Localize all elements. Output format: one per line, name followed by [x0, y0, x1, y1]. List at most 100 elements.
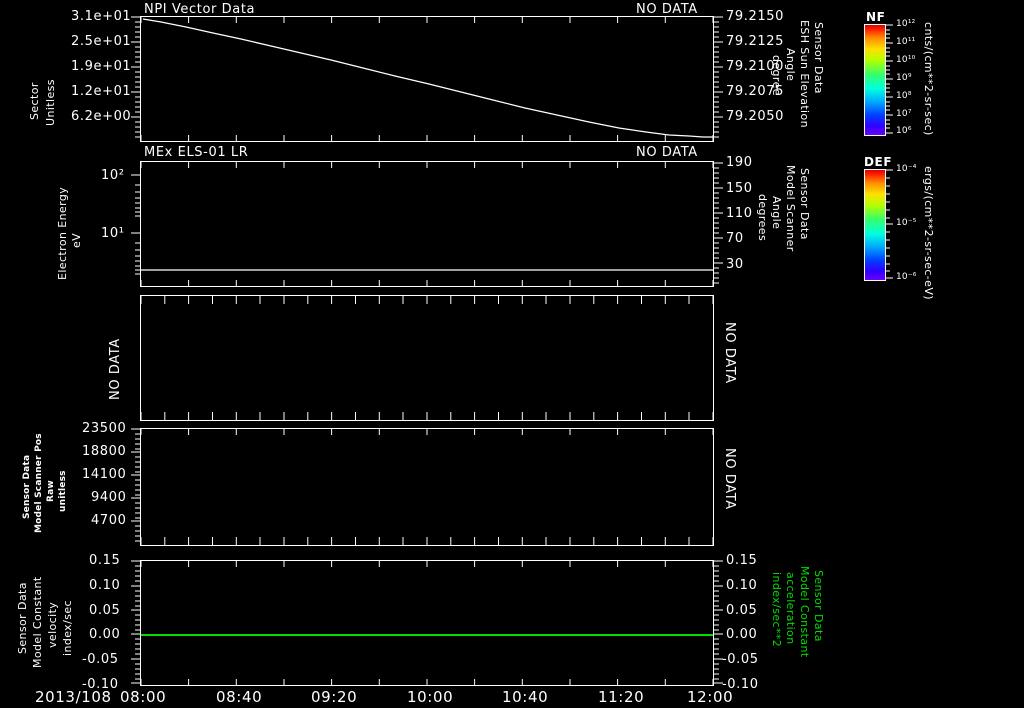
panel-4-plot-area — [140, 429, 714, 545]
panel-5-right-tick-1: 0.10 — [726, 578, 758, 593]
panel-5-left-axis-label-1: Model Constant — [31, 576, 44, 668]
panel-3-right-no-data-label: NO DATA — [722, 322, 737, 384]
panel-2-left-axis-label-1: eV — [70, 232, 83, 248]
panel-4-left-tick-3: 9400 — [91, 490, 127, 505]
panel-2-right-axis-label-1: Model Scanner — [784, 165, 797, 252]
panel-4-left-tick-1: 18800 — [82, 444, 127, 459]
panel-5-left-tick-4: -0.05 — [82, 652, 119, 667]
panel-2-title-right: NO DATA — [636, 145, 698, 160]
panel-5-right-tick-2: 0.05 — [726, 603, 758, 618]
nf-colorbar-tick-4: 10⁸ — [896, 91, 912, 101]
nf-colorbar[interactable] — [864, 24, 886, 136]
panel-1-right-tick-2: 79.2100 — [726, 59, 784, 74]
panel-5-left-axis-label-0: Sensor Data — [16, 582, 29, 654]
panel-1-left-tick-0: 3.1e+01 — [71, 9, 132, 24]
nf-colorbar-tick-1: 10¹¹ — [896, 37, 916, 47]
panel-4-left-axis-label-1: Model Scanner Pos — [34, 433, 44, 533]
panel-npi-vector-data[interactable] — [140, 16, 714, 142]
panel-model-scanner-pos[interactable] — [140, 428, 714, 546]
panel-1-left-tick-1: 2.5e+01 — [71, 34, 132, 49]
panel-1-left-minor-ticks — [131, 16, 140, 138]
nf-colorbar-tick-2: 10¹⁰ — [896, 55, 916, 65]
panel-5-plot-area — [140, 561, 714, 685]
panel-4-left-axis-label-2: Raw — [46, 480, 56, 502]
nf-colorbar-title: NF — [866, 10, 886, 24]
panel-1-left-tick-4: 6.2e+00 — [71, 109, 132, 124]
panel-4-left-tick-2: 14100 — [82, 467, 127, 482]
panel-2-right-tick-1: 150 — [726, 181, 753, 196]
panel-model-constant-velocity[interactable] — [140, 560, 714, 686]
panel-5-right-tick-0: 0.15 — [726, 553, 758, 568]
panel-2-right-minor-ticks — [714, 162, 723, 284]
def-colorbar-units: ergs/(cm**2-sr-sec-eV) — [922, 166, 935, 300]
panel-1-right-axis-label-3: degree — [770, 55, 783, 96]
panel-5-right-minor-ticks — [714, 560, 723, 684]
panel-3-plot-area — [140, 296, 714, 420]
panel-5-left-tick-2: 0.05 — [89, 603, 121, 618]
panel-2-right-axis-label-0: Sensor Data — [798, 168, 811, 240]
panel-1-left-axis-label-0: Sector — [28, 82, 41, 120]
time-axis-tick-1: 08:40 — [216, 688, 263, 706]
time-axis-tick-4: 10:40 — [502, 688, 549, 706]
panel-5-left-axis-label-3: index/sec — [61, 600, 74, 656]
panel-5-right-tick-3: 0.00 — [726, 627, 758, 642]
panel-2-left-axis-label-0: Electron Energy — [56, 186, 69, 280]
x-tick-marks-top — [140, 429, 714, 435]
panel-5-right-axis-label-0: Sensor Data — [812, 570, 825, 642]
panel-1-title-right: NO DATA — [636, 2, 698, 17]
panel-1-left-axis-label-1: Unitless — [44, 79, 57, 126]
panel-2-left-tick-1: 10¹ — [101, 226, 125, 241]
def-colorbar-ticks — [886, 169, 893, 279]
x-tick-marks-bottom — [140, 412, 714, 420]
panel-3-left-no-data-label: NO DATA — [108, 338, 123, 400]
panel-2-right-tick-4: 30 — [726, 257, 744, 272]
x-tick-marks-bottom — [140, 679, 714, 685]
panel-4-right-no-data-label: NO DATA — [722, 448, 737, 510]
time-axis-tick-5: 11:20 — [598, 688, 645, 706]
x-tick-marks-bottom — [140, 280, 714, 286]
panel-1-right-axis-label-0: Sensor Data — [812, 22, 825, 94]
panel-2-right-axis-label-3: degrees — [756, 194, 769, 242]
panel-5-left-tick-0: 0.15 — [89, 553, 121, 568]
panel-1-right-axis-label-1: ESH Sun Elevation — [798, 20, 811, 129]
panel-5-right-axis-label-1: Model Constant — [798, 566, 811, 658]
def-colorbar[interactable] — [864, 169, 886, 281]
nf-colorbar-tick-3: 10⁹ — [896, 73, 912, 83]
panel-1-left-tick-2: 1.9e+01 — [71, 59, 132, 74]
x-tick-marks-bottom — [140, 135, 714, 141]
x-tick-marks-top — [140, 162, 714, 168]
time-axis-tick-6: 12:00 — [687, 688, 734, 706]
time-axis-date-label: 2013/108 — [35, 688, 112, 706]
panel-5-left-tick-1: 0.10 — [89, 578, 121, 593]
panel-1-right-tick-0: 79.2150 — [726, 9, 784, 24]
esh-sun-elevation-curve — [142, 18, 713, 138]
panel-1-left-tick-3: 1.2e+01 — [71, 84, 132, 99]
def-colorbar-tick-1: 10⁻⁵ — [896, 218, 917, 228]
time-axis-tick-3: 10:00 — [407, 688, 454, 706]
panel-2-right-axis-label-2: Angle — [770, 196, 783, 230]
panel-2-right-tick-3: 70 — [726, 231, 744, 246]
panel-5-left-tick-3: 0.00 — [89, 627, 121, 642]
panel-4-left-axis-label-0: Sensor Data — [22, 454, 32, 519]
panel-5-left-tick-5: -0.10 — [82, 677, 119, 692]
panel-1-title-left: NPI Vector Data — [144, 2, 256, 17]
panel-1-right-axis-label-2: Angle — [784, 48, 797, 82]
panel-2-left-tick-0: 10² — [101, 168, 125, 183]
panel-1-plot-area — [140, 17, 714, 141]
panel-1-right-tick-4: 79.2050 — [726, 109, 784, 124]
panel-2-left-minor-ticks — [131, 174, 140, 275]
panel-1-right-tick-3: 79.2075 — [726, 84, 784, 99]
panel-mex-els-01-lr[interactable] — [140, 161, 714, 287]
panel-4-left-axis-label-3: unitless — [58, 470, 68, 512]
panel-5-right-tick-4: -0.05 — [722, 652, 759, 667]
panel-4-left-minor-ticks — [131, 428, 140, 542]
panel-5-right-axis-label-2: acceleration — [784, 572, 797, 645]
panel-2-plot-area — [140, 162, 714, 286]
nf-colorbar-tick-6: 10⁶ — [896, 126, 912, 136]
panel-1-right-minor-ticks — [714, 16, 723, 138]
def-colorbar-tick-0: 10⁻⁴ — [896, 164, 917, 174]
nf-colorbar-tick-5: 10⁷ — [896, 109, 912, 119]
panel-no-data[interactable] — [140, 295, 714, 421]
def-colorbar-tick-2: 10⁻⁶ — [896, 272, 917, 282]
nf-colorbar-tick-0: 10¹² — [896, 19, 916, 29]
